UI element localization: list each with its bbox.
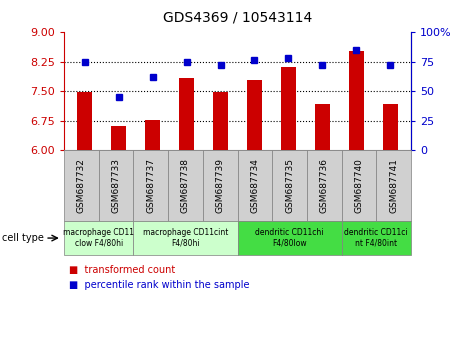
Text: dendritic CD11ci
nt F4/80int: dendritic CD11ci nt F4/80int [344,228,408,248]
Text: dendritic CD11chi
F4/80low: dendritic CD11chi F4/80low [255,228,324,248]
Text: GSM687736: GSM687736 [320,158,329,213]
Bar [247,80,262,150]
Text: GSM687739: GSM687739 [216,158,225,213]
Text: macrophage CD11
clow F4/80hi: macrophage CD11 clow F4/80hi [63,228,134,248]
Text: GSM687735: GSM687735 [285,158,294,213]
Text: GSM687741: GSM687741 [389,158,398,213]
Bar [213,92,228,150]
Text: cell type: cell type [2,233,44,243]
Text: ■  transformed count: ■ transformed count [69,266,175,275]
Text: GSM687740: GSM687740 [354,158,363,213]
Text: GSM687738: GSM687738 [181,158,190,213]
Text: GDS4369 / 10543114: GDS4369 / 10543114 [163,11,312,25]
Text: ■  percentile rank within the sample: ■ percentile rank within the sample [69,280,249,290]
Text: GSM687737: GSM687737 [146,158,155,213]
Text: GSM687732: GSM687732 [77,158,86,213]
Bar [383,104,398,150]
Text: GSM687734: GSM687734 [250,158,259,213]
Bar [281,67,296,150]
Text: macrophage CD11cint
F4/80hi: macrophage CD11cint F4/80hi [143,228,228,248]
Bar [179,78,194,150]
Bar [145,120,160,150]
Bar [111,126,126,150]
Bar [77,92,92,150]
Bar [315,104,330,150]
Bar [349,51,364,150]
Text: GSM687733: GSM687733 [112,158,121,213]
